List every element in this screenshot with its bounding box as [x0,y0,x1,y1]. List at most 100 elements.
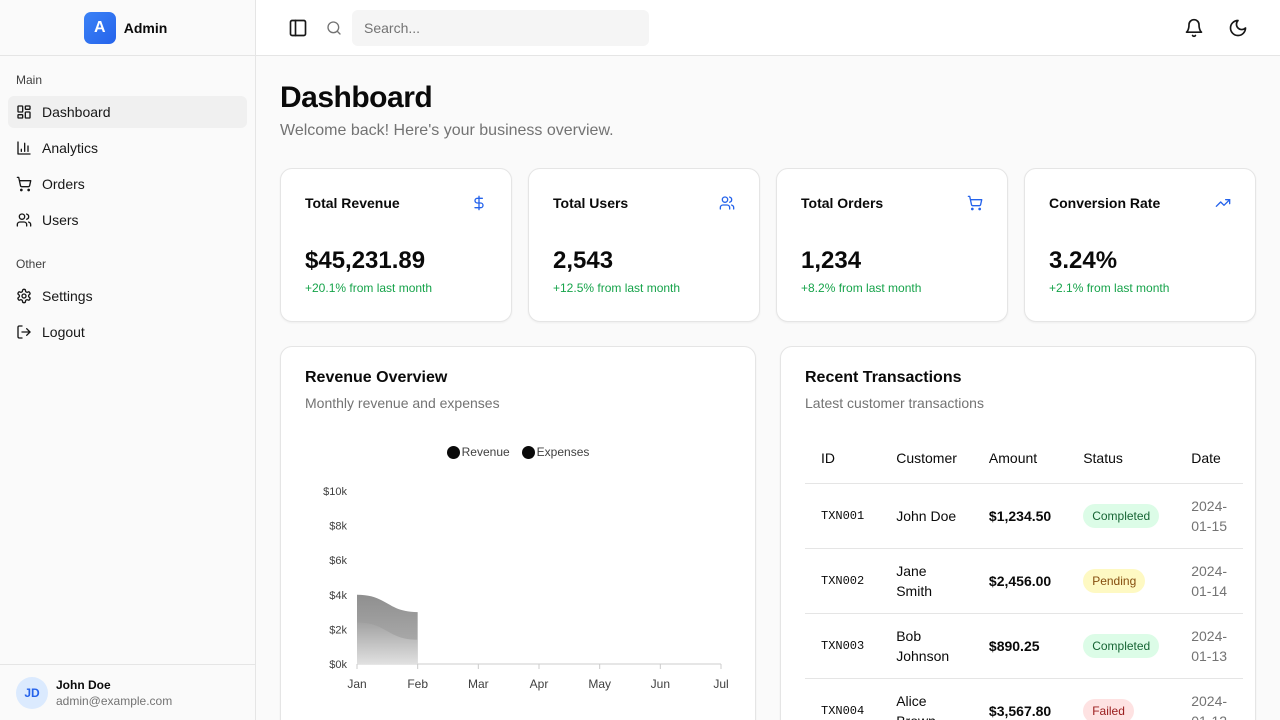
other-nav: Settings Logout [0,280,255,348]
chart-legend: Revenue Expenses [281,445,755,459]
x-tick-label: Mar [468,677,489,691]
status-cell: Failed [1067,678,1176,720]
column-header-id: ID [805,433,881,484]
transaction-amount: $2,456.00 [972,548,1068,614]
sidebar-item-users[interactable]: Users [8,204,247,236]
table-row[interactable]: TXN001 John Doe $1,234.50 Completed 2024-01-… [805,483,1244,549]
column-header-customer: Customer [880,433,973,484]
transaction-amount: $890.25 [972,613,1068,679]
theme-toggle-button[interactable] [1220,10,1256,46]
x-tick-label: Feb [407,677,428,691]
sidebar-item-label: Orders [42,176,85,192]
transactions-table: ID Customer Amount Status Date TXN001 Joh… [805,433,1244,720]
customer-name: Bob Johnson [880,613,973,679]
stat-value: $45,231.89 [305,247,426,274]
sidebar-item-settings[interactable]: Settings [8,280,247,312]
stat-change: +12.5% from last month [553,281,681,295]
sidebar-item-logout[interactable]: Logout [8,316,247,348]
stat-card-users: Total Users 2,543 +12.5% from last month [528,168,760,322]
y-tick-label: $10k [323,486,347,498]
x-tick-label: Jan [347,677,366,691]
transaction-amount: $3,567.80 [972,678,1068,720]
table-row[interactable]: TXN002 Jane Smith $2,456.00 Pending 2024-01-… [805,548,1244,614]
transaction-id: TXN001 [805,483,881,549]
status-cell: Pending [1067,548,1176,614]
transaction-id: TXN002 [805,548,881,614]
stat-title: Conversion Rate [1049,195,1161,211]
stat-card-conversion: Conversion Rate 3.24% +2.1% from last mo… [1024,168,1256,322]
stat-change: +20.1% from last month [305,281,433,295]
stat-change: +2.1% from last month [1049,281,1170,295]
stat-change: +8.2% from last month [801,281,922,295]
sidebar-item-label: Users [42,212,79,228]
y-tick-label: $4k [329,590,347,602]
customer-name: Jane Smith [880,548,973,614]
brand[interactable]: A Admin [0,0,255,56]
table-header-row: ID Customer Amount Status Date [805,433,1244,484]
moon-icon [1229,19,1247,37]
sidebar-toggle-button[interactable] [280,10,316,46]
sidebar-item-label: Analytics [42,140,99,156]
layout-grid-icon [17,105,31,119]
page-subtitle: Welcome back! Here's your business overv… [280,122,614,139]
notifications-button[interactable] [1176,10,1212,46]
search-icon [327,21,341,35]
trending-up-icon [1215,199,1231,207]
nav-group-label-main: Main [16,73,43,87]
user-profile[interactable]: JD John Doe admin@example.com [0,664,255,720]
top-header [256,0,1280,56]
status-cell: Completed [1067,483,1176,549]
column-header-amount: Amount [972,433,1068,484]
x-tick-label: Jun [651,677,670,691]
bar-chart-icon [17,141,31,155]
transaction-date: 2024-01-15 [1175,483,1244,549]
panel-title: Recent Transactions [805,369,962,386]
dollar-icon [474,195,484,211]
transactions-table-body: TXN001 John Doe $1,234.50 Completed 2024-01-… [805,483,1244,720]
transaction-date: 2024-01-12 [1175,678,1244,720]
main-content: Dashboard Welcome back! Here's your busi… [256,56,1280,720]
logout-icon [17,325,31,339]
sidebar-item-analytics[interactable]: Analytics [8,132,247,164]
legend-item-revenue[interactable]: Revenue [446,445,510,459]
status-badge: Completed [1083,633,1160,658]
transaction-date: 2024-01-14 [1175,548,1244,614]
stat-title: Total Users [553,195,629,211]
main-nav: Dashboard Analytics Orders Users [0,96,255,236]
bell-icon [1185,18,1203,38]
expenses-area [357,622,418,664]
legend-dot [521,445,535,459]
sidebar-item-orders[interactable]: Orders [8,168,247,200]
status-badge: Pending [1083,568,1146,593]
y-tick-label: $8k [329,521,347,533]
user-name: John Doe [56,677,111,692]
stat-card-orders: Total Orders 1,234 +8.2% from last month [776,168,1008,322]
column-header-status: Status [1067,433,1176,484]
search-bar [326,10,649,46]
transaction-id: TXN003 [805,613,881,679]
brand-logo: A [83,11,116,44]
avatar: JD [16,676,48,709]
x-tick-label: Apr [530,677,549,691]
status-badge: Failed [1083,698,1134,720]
legend-dot [446,445,460,459]
sidebar-item-label: Dashboard [42,104,111,120]
search-input[interactable] [352,10,649,46]
panel-title: Revenue Overview [305,369,448,386]
nav-group-label-other: Other [16,257,47,271]
x-tick-label: May [588,677,611,691]
legend-label: Revenue [461,445,510,459]
sidebar: A Admin Main Dashboard Analytics Orders … [0,0,256,720]
stat-value: 2,543 [553,247,614,274]
gear-icon [17,288,31,304]
table-row[interactable]: TXN003 Bob Johnson $890.25 Completed 2024-01… [805,613,1244,679]
stat-value: 3.24% [1049,247,1118,274]
y-tick-label: $0k [329,659,347,671]
shopping-cart-icon [16,176,32,192]
stat-value: 1,234 [801,247,862,274]
y-tick-label: $6k [329,555,347,567]
column-header-date: Date [1175,433,1244,484]
sidebar-item-dashboard[interactable]: Dashboard [8,96,247,128]
legend-item-expenses[interactable]: Expenses [521,445,589,459]
